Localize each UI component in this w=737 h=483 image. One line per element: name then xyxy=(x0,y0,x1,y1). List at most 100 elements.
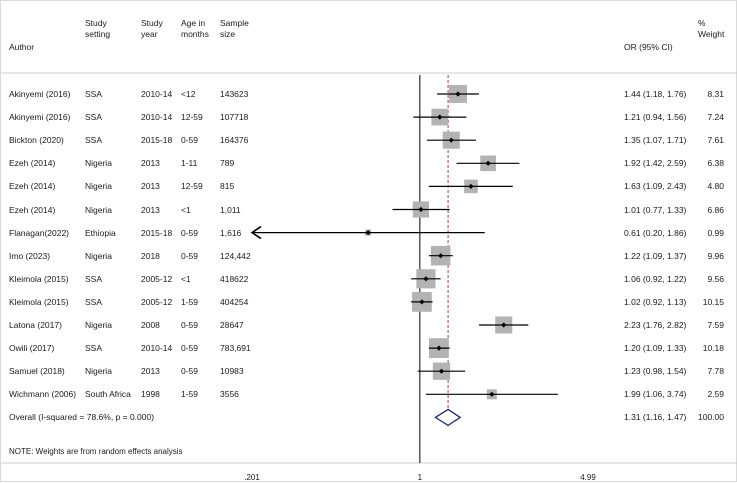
point-estimate xyxy=(418,206,424,213)
study-sample: 783,691 xyxy=(220,343,251,354)
study-author: Owili (2017) xyxy=(9,343,55,354)
header-age-line1: Age in xyxy=(181,18,206,28)
study-sample: 1,011 xyxy=(220,204,241,215)
study-or-ci: 1.92 (1.42, 2.59) xyxy=(624,158,687,169)
study-year: 2008 xyxy=(141,320,160,330)
header-age-line2: months xyxy=(181,29,209,39)
study-weight: 7.78 xyxy=(707,366,724,377)
study-or-ci: 1.21 (0.94, 1.56) xyxy=(624,112,687,123)
study-weight: 4.80 xyxy=(707,181,724,192)
study-age: 0-59 xyxy=(181,343,199,354)
x-tick-label: .201 xyxy=(244,473,260,482)
header-weight: % Weight xyxy=(698,18,724,40)
study-sample: 124,442 xyxy=(220,250,251,261)
header-setting-line1: Study xyxy=(85,18,107,28)
study-age: 0-59 xyxy=(181,366,199,377)
study-setting: Nigeria xyxy=(85,366,112,377)
header-age: Age in months xyxy=(181,18,209,40)
study-age: <1 xyxy=(181,204,191,215)
header-sample-line1: Sample xyxy=(220,18,249,28)
study-setting: SSA xyxy=(85,296,103,307)
header-weight-line2: Weight xyxy=(698,29,725,39)
study-author: Akinyemi (2016) xyxy=(9,89,71,99)
point-estimate xyxy=(437,114,443,120)
study-age: 0-59 xyxy=(181,250,199,261)
study-year: 2018 xyxy=(141,250,160,261)
study-author: Kleimola (2015) xyxy=(9,296,69,307)
point-estimate xyxy=(489,391,495,397)
header-or: OR (95% CI) xyxy=(624,42,673,52)
study-or-ci: 1.01 (0.77, 1.33) xyxy=(624,204,687,215)
study-or-ci: 1.99 (1.06, 3.74) xyxy=(624,389,687,400)
study-author: Ezeh (2014) xyxy=(9,158,56,169)
study-sample: 164376 xyxy=(220,135,249,146)
study-weight: 9.56 xyxy=(707,273,724,284)
study-year: 2013 xyxy=(141,366,160,377)
study-weight: 0.99 xyxy=(707,227,724,238)
study-age: 0-59 xyxy=(181,320,199,330)
study-sample: 143623 xyxy=(220,89,249,99)
study-or-ci: 1.35 (1.07, 1.71) xyxy=(624,135,687,146)
study-sample: 418622 xyxy=(220,273,249,284)
study-age: 12-59 xyxy=(181,181,203,192)
study-or-ci: 1.44 (1.18, 1.76) xyxy=(624,89,687,99)
study-weight: 7.61 xyxy=(707,135,724,146)
study-year: 2005-12 xyxy=(141,296,173,307)
study-setting: SSA xyxy=(85,112,103,123)
overall-label: Overall (I-squared = 78.6%, p = 0.000) xyxy=(9,412,155,423)
x-tick-label: 4.99 xyxy=(580,473,596,482)
study-age: <12 xyxy=(181,89,196,99)
study-author: Akinyemi (2016) xyxy=(9,112,71,123)
study-author: Ezeh (2014) xyxy=(9,181,56,192)
study-or-ci: 1.02 (0.92, 1.13) xyxy=(624,296,687,307)
overall-weight: 100.00 xyxy=(698,412,724,423)
study-sample: 28647 xyxy=(220,320,244,330)
point-estimate xyxy=(365,230,371,236)
point-estimate xyxy=(485,160,491,166)
study-weight: 7.24 xyxy=(707,112,724,123)
study-author: Ezeh (2014) xyxy=(9,204,56,215)
study-author: Imo (2023) xyxy=(9,250,51,261)
study-setting: Nigeria xyxy=(85,181,112,192)
study-weight: 7.59 xyxy=(707,320,724,330)
study-year: 2013 xyxy=(141,158,160,169)
study-weight: 9.96 xyxy=(707,250,724,261)
study-sample: 404254 xyxy=(220,296,249,307)
study-year: 2010-14 xyxy=(141,89,173,99)
study-weight: 6.38 xyxy=(707,158,724,169)
study-or-ci: 0.61 (0.20, 1.86) xyxy=(624,227,687,238)
study-year: 2005-12 xyxy=(141,273,173,284)
study-setting: SSA xyxy=(85,135,103,146)
study-setting: SSA xyxy=(85,273,103,284)
study-year: 2013 xyxy=(141,204,160,215)
study-setting: South Africa xyxy=(85,389,131,400)
x-tick-label: 1 xyxy=(417,473,423,482)
study-setting: Ethiopia xyxy=(85,227,116,238)
header-setting: Study setting xyxy=(85,18,110,40)
study-author: Kleimola (2015) xyxy=(9,273,69,284)
truncation-arrow xyxy=(250,225,262,240)
point-estimate xyxy=(448,137,454,143)
header-year: Study year xyxy=(141,18,163,40)
header-setting-line2: setting xyxy=(85,29,111,39)
study-author: Samuel (2018) xyxy=(9,366,65,377)
header-author: Author xyxy=(9,42,35,52)
study-weight: 6.86 xyxy=(707,204,724,215)
header-weight-line1: % xyxy=(698,18,706,28)
study-age: 0-59 xyxy=(181,227,199,238)
study-setting: Nigeria xyxy=(85,250,112,261)
study-author: Flanagan(2022) xyxy=(9,227,70,238)
study-setting: SSA xyxy=(85,343,103,354)
study-author: Bickton (2020) xyxy=(9,135,64,146)
header-sample: Sample size xyxy=(220,18,249,40)
point-estimate xyxy=(501,322,507,328)
header-sample-line2: size xyxy=(220,29,236,39)
point-estimate xyxy=(468,183,474,189)
study-sample: 107718 xyxy=(220,112,249,123)
study-or-ci: 1.06 (0.92, 1.22) xyxy=(624,273,687,284)
study-weight: 8.31 xyxy=(707,89,724,99)
study-sample: 10983 xyxy=(220,366,244,377)
study-year: 1998 xyxy=(141,389,160,400)
